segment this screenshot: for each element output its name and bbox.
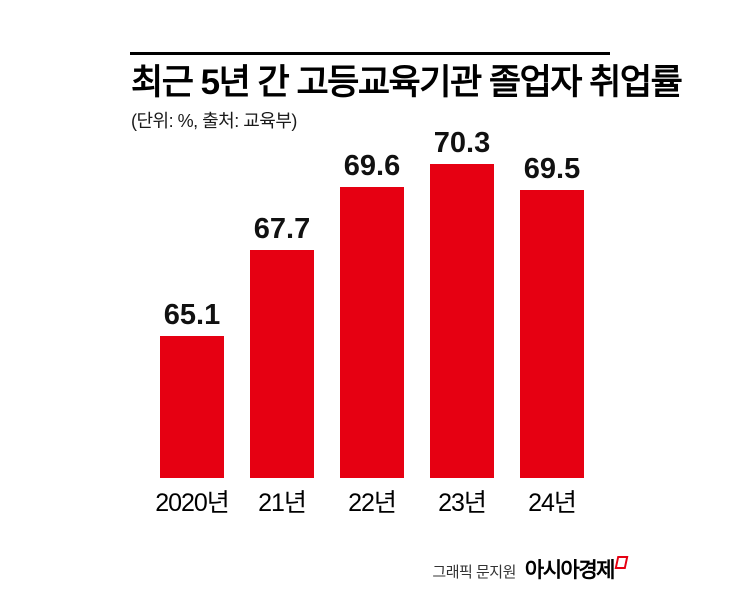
bar [520, 190, 584, 478]
bar-group: 70.3 [430, 129, 494, 478]
category-label: 21년 [258, 489, 307, 517]
bar [250, 250, 314, 478]
category-label: 22년 [348, 489, 397, 517]
chart-header: 최근 5년 간 고등교육기관 졸업자 취업률 (단위: %, 출처: 교육부) [130, 52, 683, 133]
bar-group: 69.6 [340, 152, 404, 478]
bar [340, 187, 404, 478]
asiae-logo: 아시아경제 [524, 556, 629, 582]
bar [430, 164, 494, 478]
bar-value-label: 67.7 [253, 213, 311, 245]
bar-chart: 65.1 67.7 69.6 70.3 69.5 2020년 21년 22년 23년 24년 [155, 126, 584, 517]
category-label: 24년 [528, 489, 577, 517]
bar-group: 69.5 [520, 155, 584, 478]
chart-title: 최근 5년 간 고등교육기관 졸업자 취업률 [131, 63, 683, 102]
asiae-logo-flag-icon [614, 556, 629, 569]
graphic-credit: 그래픽 문지원 [432, 564, 516, 581]
bars-area: 65.1 67.7 69.6 70.3 69.5 [160, 126, 584, 478]
bar-group: 65.1 [160, 301, 224, 478]
bar-value-label: 69.6 [343, 150, 401, 182]
category-axis-labels: 2020년 21년 22년 23년 24년 [155, 489, 584, 517]
bar-value-label: 65.1 [163, 299, 221, 331]
bar-value-label: 70.3 [433, 127, 491, 159]
credit-footer: 그래픽 문지원 아시아경제 [432, 556, 629, 582]
bar-group: 67.7 [250, 215, 314, 478]
category-label: 2020년 [155, 489, 230, 517]
bar [160, 336, 224, 478]
category-label: 23년 [438, 489, 487, 517]
chart-unit-source-note: (단위: %, 출처: 교육부) [131, 110, 297, 131]
header-rule [130, 52, 610, 55]
bar-value-label: 69.5 [523, 153, 581, 185]
asiae-logo-text: 아시아경제 [524, 559, 616, 582]
